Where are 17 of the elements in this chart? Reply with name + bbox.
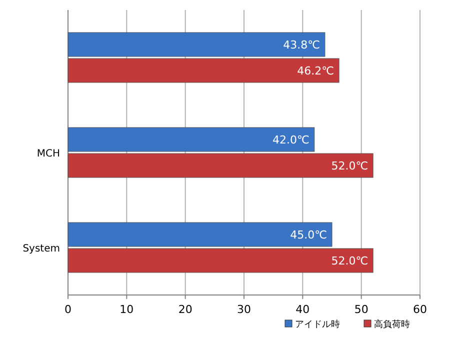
data-label: 46.2℃: [297, 64, 334, 78]
data-label: 52.0℃: [331, 254, 368, 268]
data-label: 52.0℃: [331, 160, 368, 172]
x-tick-label: 40: [296, 303, 310, 316]
x-tick-label: 20: [178, 303, 192, 316]
data-label: 45.0℃: [290, 228, 327, 242]
x-tick-label: 0: [64, 303, 72, 316]
data-label: 43.8℃: [283, 38, 320, 52]
legend-label: 高負荷時: [374, 319, 410, 330]
y-tick-label: MCH: [36, 148, 60, 160]
x-tick-label: 30: [237, 303, 251, 316]
x-tick-label: 60: [413, 303, 427, 316]
y-tick-label: System: [22, 244, 60, 254]
x-tick-label: 50: [354, 303, 368, 316]
data-label: 42.0℃: [272, 134, 310, 146]
legend-label: アイドル時: [295, 319, 340, 330]
x-tick-label: 10: [120, 303, 134, 316]
